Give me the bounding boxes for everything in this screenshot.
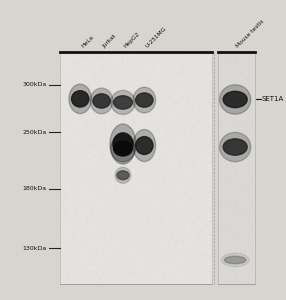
Ellipse shape <box>220 132 251 162</box>
Ellipse shape <box>136 93 153 107</box>
Ellipse shape <box>117 171 129 180</box>
Text: 180kDa: 180kDa <box>23 186 47 191</box>
Ellipse shape <box>110 124 136 164</box>
Ellipse shape <box>133 87 156 113</box>
Text: Jurkat: Jurkat <box>102 33 117 49</box>
Ellipse shape <box>72 91 89 107</box>
Text: 250kDa: 250kDa <box>23 130 47 135</box>
Text: 300kDa: 300kDa <box>23 82 47 87</box>
Ellipse shape <box>225 256 246 264</box>
FancyBboxPatch shape <box>60 52 212 284</box>
Ellipse shape <box>115 167 131 183</box>
Ellipse shape <box>111 90 135 115</box>
Text: U-251MG: U-251MG <box>144 26 167 49</box>
Text: HepG2: HepG2 <box>123 31 141 49</box>
Text: 130kDa: 130kDa <box>23 246 47 250</box>
Ellipse shape <box>113 133 133 155</box>
Ellipse shape <box>90 88 113 114</box>
Text: Mouse testis: Mouse testis <box>235 19 265 49</box>
Ellipse shape <box>93 94 110 108</box>
Ellipse shape <box>111 135 135 162</box>
Ellipse shape <box>114 96 132 109</box>
FancyBboxPatch shape <box>218 52 255 284</box>
Ellipse shape <box>133 130 156 162</box>
Ellipse shape <box>220 85 251 114</box>
Ellipse shape <box>69 84 92 114</box>
Ellipse shape <box>136 136 153 154</box>
Text: HeLa: HeLa <box>80 35 94 49</box>
Ellipse shape <box>114 141 132 156</box>
Ellipse shape <box>223 139 247 155</box>
Ellipse shape <box>223 91 247 108</box>
Ellipse shape <box>221 253 249 267</box>
Text: SET1A: SET1A <box>261 97 283 103</box>
